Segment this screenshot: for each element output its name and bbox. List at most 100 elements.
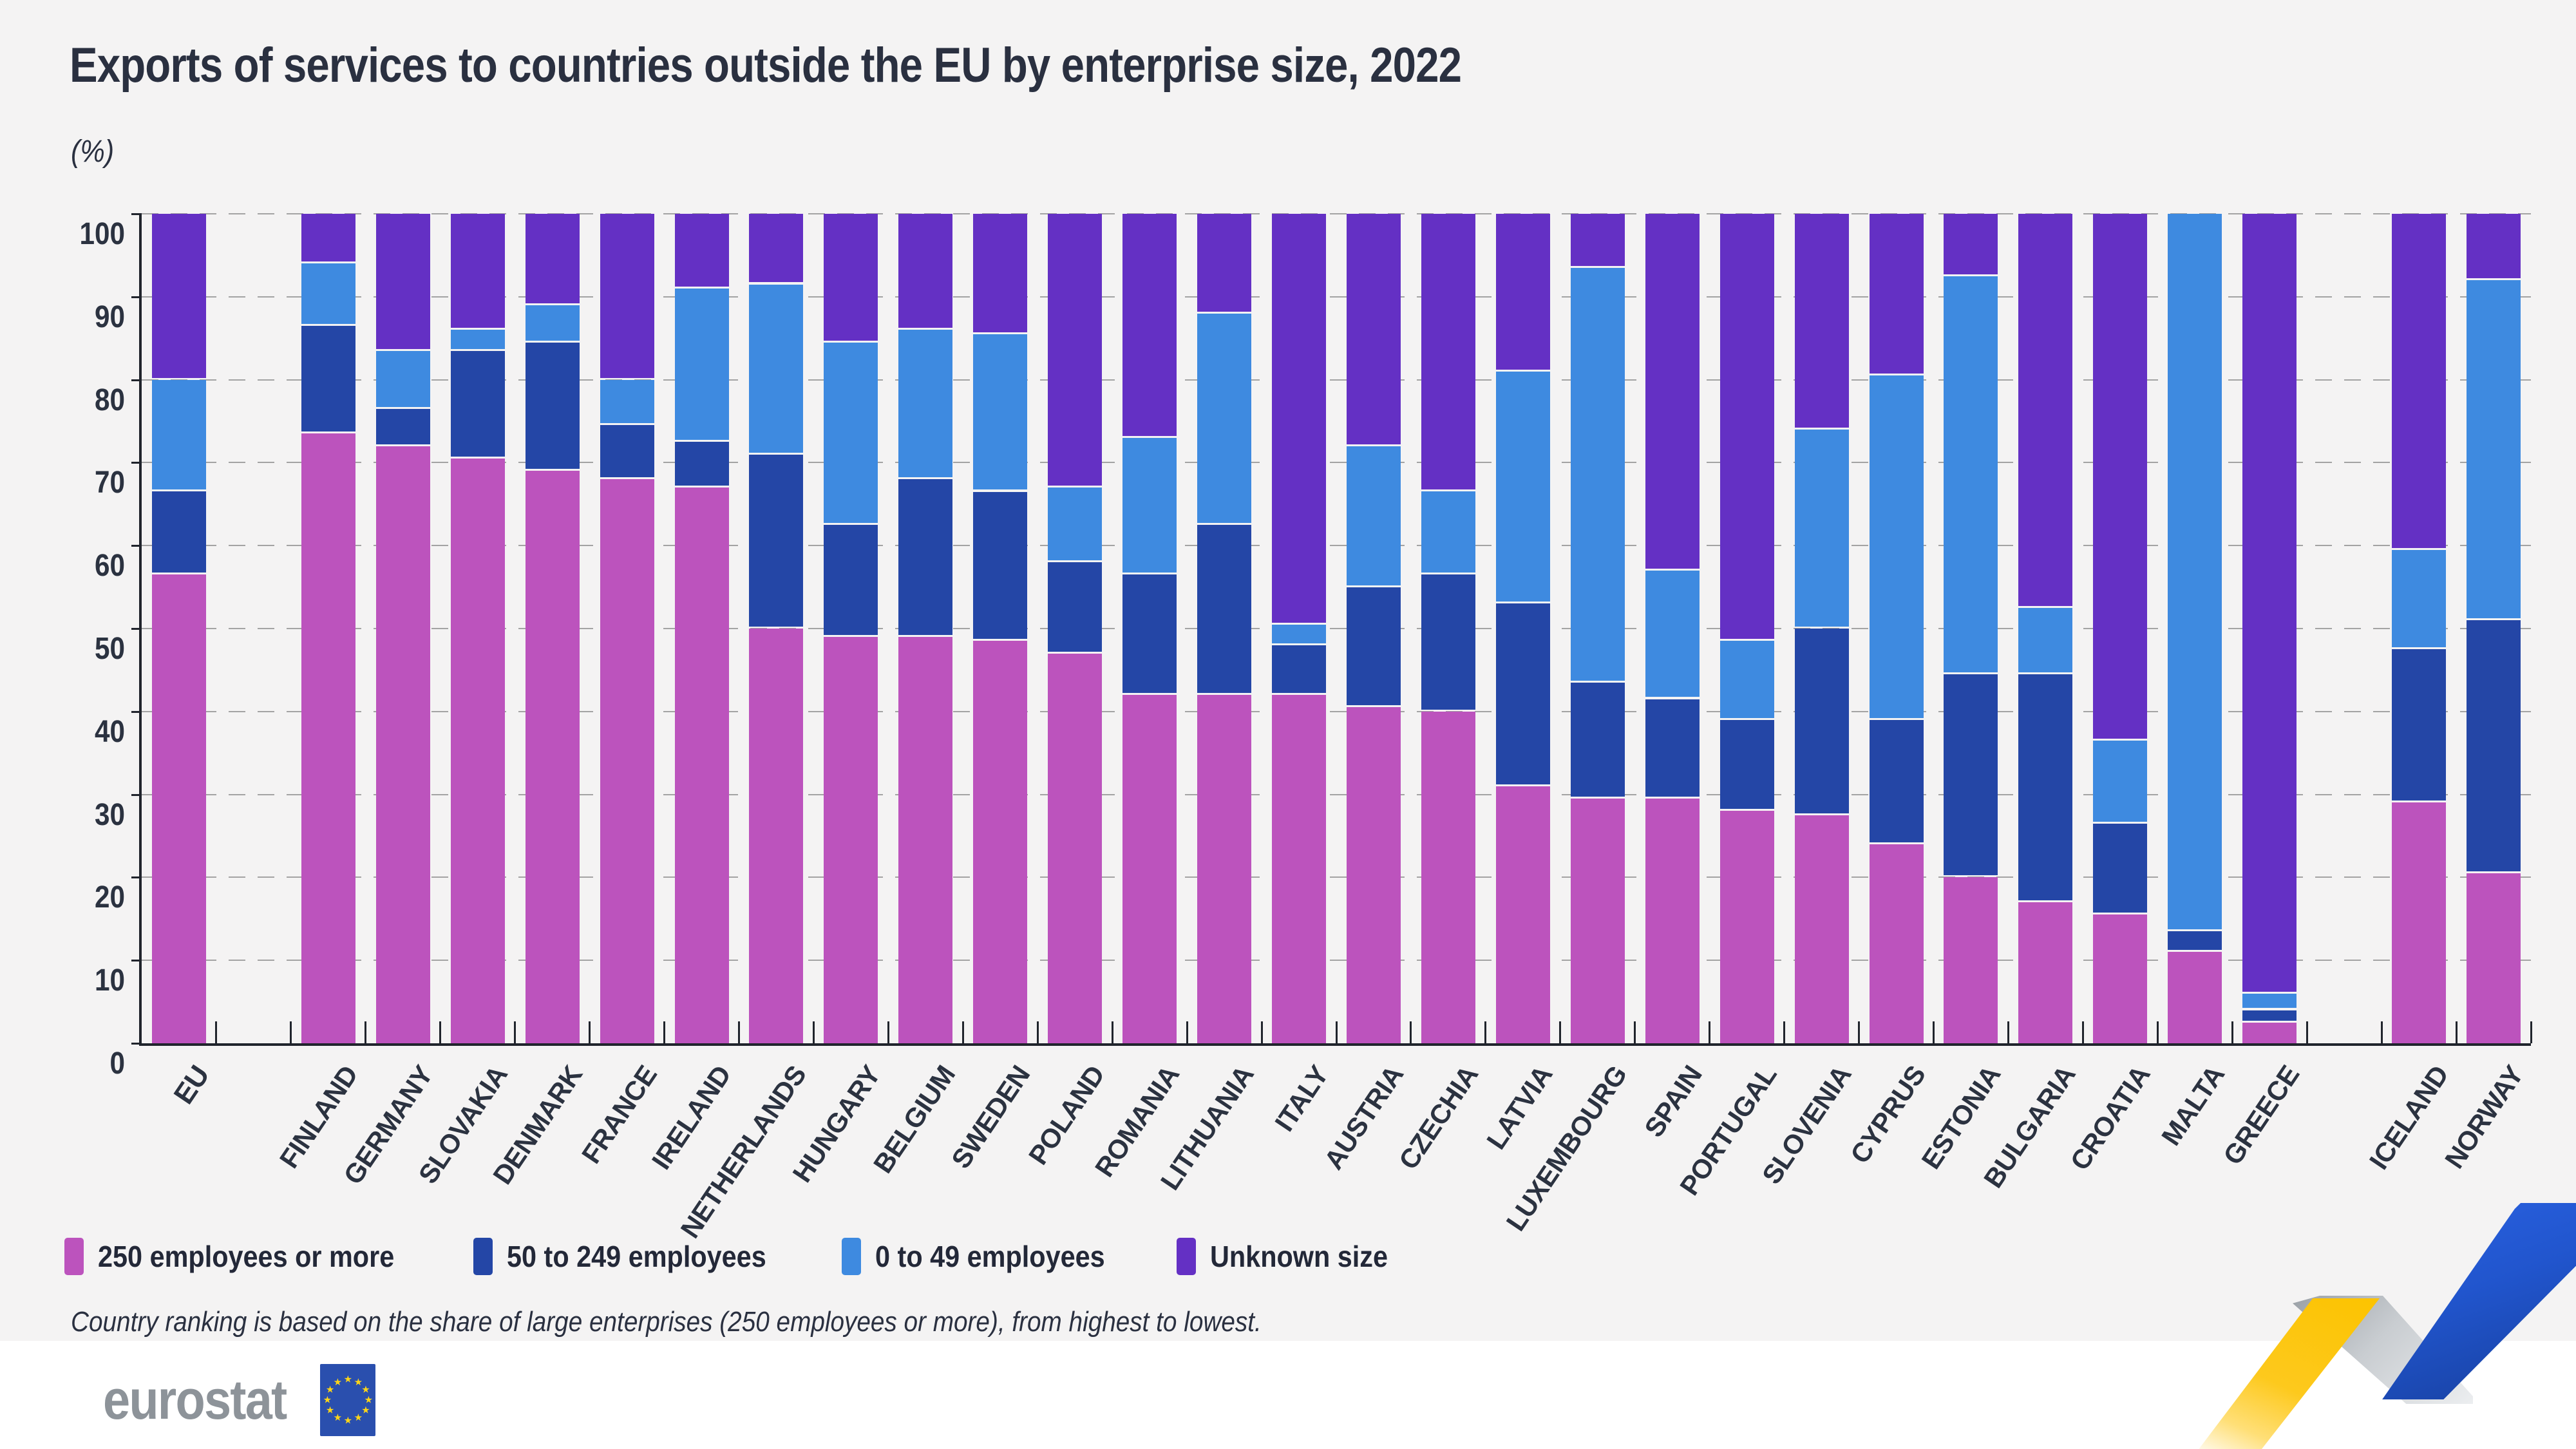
x-tick [1933,1021,1935,1043]
y-tick-label: 10 [95,963,125,998]
x-label-malta: MALTA [2155,1060,2231,1151]
bar-sweden [973,214,1028,1043]
segment-ireland [674,214,729,287]
segment-germany [375,350,430,407]
segment-bulgaria [2018,607,2073,672]
gridline-60 [142,545,2531,547]
segment-austria [1346,587,1401,706]
segment-greece [2242,214,2297,992]
segment-eu [151,214,206,378]
segment-norway [2467,620,2521,871]
y-tick-40 [131,710,142,713]
flag-star-icon: ★ [323,1394,332,1406]
segment-luxembourg [1570,799,1625,1043]
flag-star-icon: ★ [343,1415,353,1426]
segment-bulgaria [2018,674,2073,901]
segment-romania [1122,437,1177,573]
segment-lithuania [1197,525,1252,694]
flag-star-icon: ★ [333,1376,343,1388]
bar-hungary [824,214,878,1043]
bar-latvia [1495,214,1550,1043]
legend-label: Unknown size [1210,1240,1388,1273]
gridline-20 [142,876,2531,878]
bar-norway [2467,214,2521,1043]
legend-swatch-icon [841,1238,861,1275]
segment-iceland [2392,649,2447,801]
x-tick [2231,1021,2233,1043]
bar-slovenia [1794,214,1849,1043]
segment-germany [375,214,430,349]
segment-eu [151,574,206,1043]
segment-france [600,425,654,478]
x-tick [589,1021,591,1043]
y-tick-80 [131,379,142,381]
segment-iceland [2392,214,2447,548]
segment-estonia [1944,674,1998,876]
x-tick [2530,1021,2532,1043]
segment-romania [1122,214,1177,436]
segment-norway [2467,873,2521,1043]
segment-netherlands [749,214,804,283]
segment-poland [1048,653,1103,1043]
gridline-70 [142,462,2531,464]
ranking-footnote: Country ranking is based on the share of… [71,1306,1262,1338]
flag-star-icon: ★ [354,1376,363,1388]
chart-legend: 250 employees or more 50 to 249 employees… [64,1238,1408,1275]
y-tick-label: 30 [95,797,125,832]
x-tick [1410,1021,1412,1043]
segment-bulgaria [2018,902,2073,1043]
x-label-eu: EU [167,1060,216,1110]
bar-austria [1346,214,1401,1043]
segment-luxembourg [1570,214,1625,266]
segment-portugal [1719,214,1774,639]
segment-sweden [973,491,1028,639]
bar-estonia [1944,214,1998,1043]
y-tick-label: 60 [95,549,125,583]
legend-item: 50 to 249 employees [473,1238,795,1275]
x-tick [1335,1021,1338,1043]
segment-germany [375,408,430,444]
y-tick-90 [131,296,142,298]
segment-portugal [1719,641,1774,718]
segment-spain [1645,214,1700,569]
x-tick [365,1021,367,1043]
bar-spain [1645,214,1700,1043]
segment-austria [1346,446,1401,585]
x-label-latvia: LATVIA [1481,1060,1558,1155]
segment-latvia [1495,214,1550,370]
y-tick-label: 50 [95,632,125,666]
x-tick [887,1021,889,1043]
x-tick [2306,1021,2308,1043]
legend-label: 0 to 49 employees [875,1240,1105,1273]
segment-latvia [1495,786,1550,1043]
segment-spain [1645,699,1700,797]
segment-finland [301,263,355,324]
segment-malta [2168,214,2222,930]
segment-france [600,479,654,1043]
flag-star-icon: ★ [364,1394,374,1406]
segment-denmark [525,471,580,1043]
legend-label: 50 to 249 employees [507,1240,767,1273]
x-tick [1260,1021,1263,1043]
flag-star-icon: ★ [354,1412,363,1424]
y-tick-60 [131,545,142,547]
segment-eu [151,491,206,573]
segment-germany [375,446,430,1043]
segment-denmark [525,214,580,303]
segment-ireland [674,442,729,486]
segment-czechia [1421,491,1475,573]
bar-luxembourg [1570,214,1625,1043]
segment-italy [1272,624,1327,643]
x-tick [1783,1021,1786,1043]
flag-star-icon: ★ [361,1405,370,1416]
x-label-spain: SPAIN [1638,1060,1708,1143]
segment-slovakia [450,214,505,328]
y-tick-0 [131,1043,142,1045]
segment-croatia [2093,823,2148,913]
segment-italy [1272,645,1327,694]
y-tick-label: 70 [95,466,125,500]
x-tick [1186,1021,1188,1043]
segment-estonia [1944,877,1998,1043]
bar-finland [301,214,355,1043]
